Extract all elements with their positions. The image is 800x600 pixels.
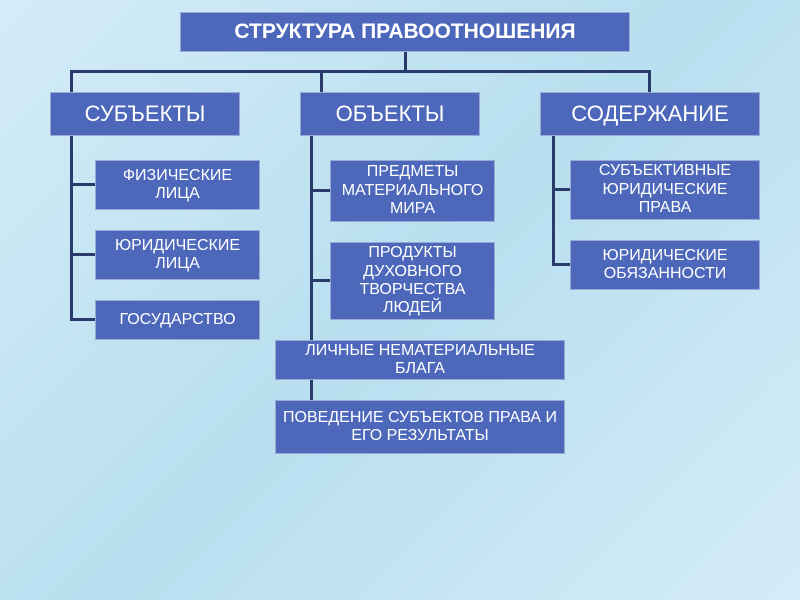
category-objects: ОБЪЕКТЫ [300, 92, 480, 136]
connector [310, 279, 330, 282]
object-item: ЛИЧНЫЕ НЕМАТЕРИАЛЬНЫЕ БЛАГА [275, 340, 565, 380]
connector [552, 136, 555, 264]
connector [552, 188, 570, 191]
category-content: СОДЕРЖАНИЕ [540, 92, 760, 136]
connector [404, 52, 407, 70]
category-subjects: СУБЪЕКТЫ [50, 92, 240, 136]
connector [648, 70, 651, 92]
connector [70, 253, 95, 256]
connector [70, 318, 95, 321]
connector [70, 70, 73, 92]
connector [70, 70, 650, 73]
connector [310, 189, 330, 192]
object-item: ПРЕДМЕТЫ МАТЕРИАЛЬНОГО МИРА [330, 160, 495, 222]
connector [552, 263, 570, 266]
object-item: ПРОДУКТЫ ДУХОВНОГО ТВОРЧЕСТВА ЛЮДЕЙ [330, 242, 495, 320]
subject-item: ЮРИДИЧЕСКИЕ ЛИЦА [95, 230, 260, 280]
subject-item: ФИЗИЧЕСКИЕ ЛИЦА [95, 160, 260, 210]
connector [310, 136, 313, 428]
connector [70, 136, 73, 320]
object-item: ПОВЕДЕНИЕ СУБЪЕКТОВ ПРАВА И ЕГО РЕЗУЛЬТА… [275, 400, 565, 454]
connector [70, 183, 95, 186]
content-item: ЮРИДИЧЕСКИЕ ОБЯЗАННОСТИ [570, 240, 760, 290]
subject-item: ГОСУДАРСТВО [95, 300, 260, 340]
diagram-title: СТРУКТУРА ПРАВООТНОШЕНИЯ [180, 12, 630, 52]
connector [320, 70, 323, 92]
content-item: СУБЪЕКТИВНЫЕ ЮРИДИЧЕСКИЕ ПРАВА [570, 160, 760, 220]
